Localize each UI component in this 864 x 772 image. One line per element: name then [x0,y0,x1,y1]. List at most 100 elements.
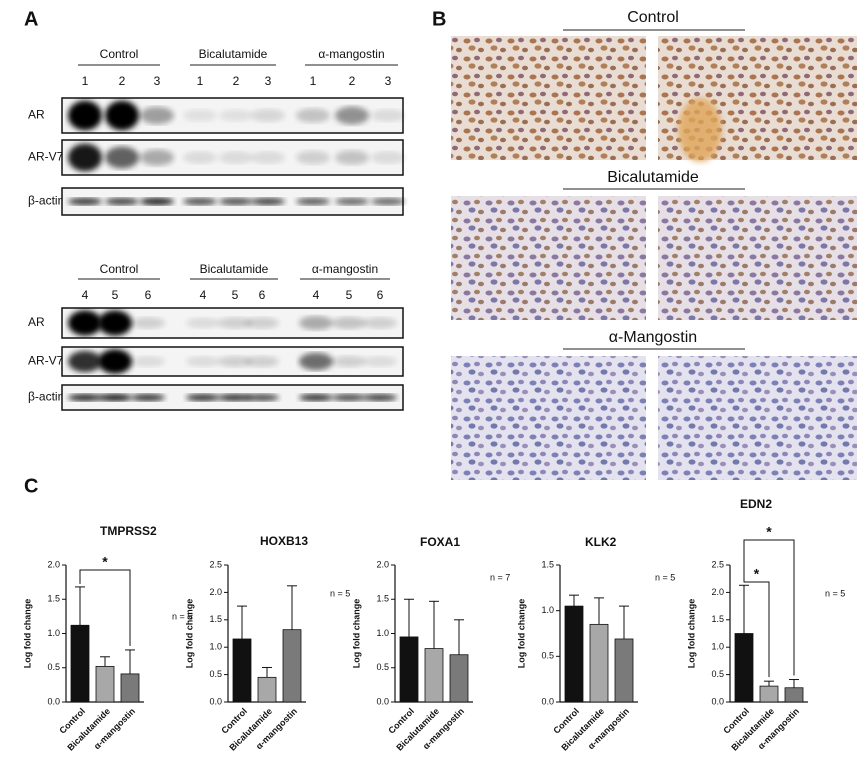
blot-band [332,316,366,330]
panel-label: C [24,475,38,497]
y-tick-label: 1.5 [47,594,60,604]
blot-band [140,106,174,125]
blot-band [299,394,333,401]
blot-band [371,109,405,122]
bar [70,624,90,703]
blot-band [183,151,217,164]
blot-band [98,349,132,374]
blot-band [296,108,330,123]
lane-number: 6 [259,288,266,302]
blot-band [131,317,165,329]
lane-number: 2 [233,74,240,88]
blot-band [371,198,405,205]
y-tick-label: 1.0 [541,605,554,615]
blot-band [218,317,252,329]
y-tick-label: 2.0 [209,587,222,597]
significance-label: * [766,524,772,540]
blot-band [98,394,132,401]
blot-band [183,198,217,205]
lane-number: 3 [385,74,392,88]
y-tick-label: 2.0 [711,587,724,597]
panel-label: A [24,8,38,30]
y-tick-label: 0.5 [541,651,554,661]
annotation: n = 5 [330,588,350,598]
row-label: β-actin [28,390,64,404]
blot-band [140,198,174,205]
bar [449,654,469,703]
blot-band [296,198,330,205]
y-tick-label: 2.5 [209,559,222,569]
y-tick-label: 2.5 [711,559,724,569]
blot-band [363,356,397,367]
annotation: n = 7 [490,572,510,582]
annotation: n = 5 [825,588,845,598]
blot-band [186,394,220,401]
lane-number: 5 [112,288,119,302]
blot-band [245,317,279,329]
y-tick-label: 0.0 [47,696,60,706]
blot-band [218,355,252,368]
blot-band [68,100,102,131]
group-label: α-mangostin [312,262,378,276]
bar [734,633,754,703]
blot-band [105,100,139,131]
y-tick-label: 1.5 [209,614,222,624]
lane-number: 6 [377,288,384,302]
row-label: β-actin [28,194,64,208]
blot-band [131,356,165,367]
group-label: Control [100,262,139,276]
group-label: Control [100,47,139,61]
y-tick-label: 1.5 [541,559,554,569]
significance-bracket [743,539,795,676]
blot-band [219,151,253,164]
group-label: Bicalutamide [607,169,699,186]
y-tick-label: 0.5 [376,662,389,672]
y-tick-label: 1.5 [376,594,389,604]
significance-label: * [102,554,108,570]
histology-images [451,36,857,480]
chart-title: TMPRSS2 [100,524,157,538]
blot-band [245,355,279,368]
y-tick-label: 1.0 [209,642,222,652]
bar [614,638,634,703]
bar [589,623,609,703]
y-axis-label: Log fold change [22,599,32,669]
lane-number: 3 [154,74,161,88]
bar [95,665,115,703]
significance-bracket [79,569,131,646]
lane-number: 4 [82,288,89,302]
chart-title: KLK2 [585,535,617,549]
blot-band [186,317,220,329]
blot-band [363,317,397,329]
blot-band [251,109,285,122]
bar [399,636,419,703]
blot-band [68,394,102,401]
y-tick-label: 0.5 [711,669,724,679]
blot-band [98,310,132,336]
blot-band [219,109,253,122]
lane-number: 5 [232,288,239,302]
annotation: n = 5 [172,611,192,621]
blot-band [332,394,366,401]
blot-band [105,146,139,169]
blot-band [131,394,165,401]
y-tick-label: 2.0 [376,559,389,569]
blot-band [186,356,220,367]
y-axis-label: Log fold change [516,599,526,669]
blot-band [296,150,330,165]
row-label: AR [28,108,45,122]
row-label: AR [28,315,45,329]
y-tick-label: 1.5 [711,614,724,624]
bar [784,687,804,703]
blot-band [218,394,252,401]
lane-number: 4 [200,288,207,302]
y-tick-label: 0.0 [541,696,554,706]
y-tick-label: 0.5 [47,662,60,672]
blot-band [332,355,366,368]
chart-title: FOXA1 [420,535,460,549]
blot-band [335,150,369,165]
bar [232,638,252,703]
chart-title: EDN2 [740,497,772,511]
bar [424,648,444,703]
